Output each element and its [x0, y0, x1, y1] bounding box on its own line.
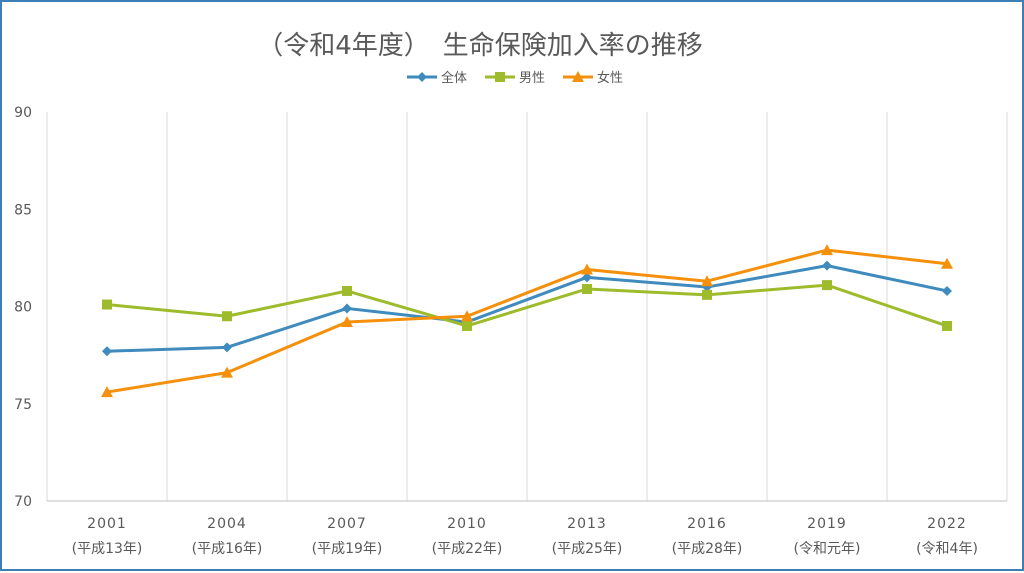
data-point [582, 272, 592, 283]
x-tick-sublabel: (平成19年) [312, 541, 383, 557]
legend-label: 女性 [597, 70, 623, 86]
x-tick-sublabel: (平成13年) [72, 541, 143, 557]
grid [46, 112, 1008, 502]
data-point [701, 275, 713, 287]
x-tick-label: 2013 [567, 516, 607, 532]
data-point [581, 263, 593, 275]
data-point [341, 316, 353, 328]
legend-marker [572, 71, 584, 82]
x-tick-label: 2004 [207, 516, 247, 532]
data-point [942, 320, 952, 331]
chart-title: （令和4年度） 生命保険加入率の推移 [257, 31, 703, 61]
y-tick-label: 75 [14, 397, 32, 413]
data-point [102, 346, 112, 357]
x-tick-sublabel: (平成16年) [192, 541, 263, 557]
data-point [221, 366, 233, 378]
x-tick-sublabel: (令和元年) [794, 541, 861, 557]
data-point [822, 280, 832, 291]
x-tick-sublabel: (平成22年) [432, 541, 503, 557]
x-tick-label: 2016 [687, 516, 727, 532]
legend-marker [495, 72, 505, 82]
y-tick-label: 80 [14, 300, 32, 316]
legend-marker [417, 72, 427, 82]
x-tick-label: 2001 [87, 516, 127, 532]
x-tick-sublabel: (平成25年) [552, 541, 623, 557]
y-tick-label: 90 [14, 105, 32, 121]
data-point [101, 386, 113, 398]
series-line-2 [106, 248, 948, 394]
series-line-1 [106, 283, 948, 328]
x-tick-label: 2019 [807, 516, 847, 532]
y-tick-label: 85 [14, 202, 32, 218]
x-axis: 2001 (平成13年) 2004 (平成16年) 2007 (平成19年) 2010 (平成… [72, 516, 978, 557]
data-point [941, 257, 953, 269]
series-line-0 [106, 264, 948, 353]
data-point [462, 320, 472, 331]
series-group [101, 244, 953, 398]
data-point [342, 285, 352, 296]
legend-label: 全体 [441, 70, 467, 86]
data-point [702, 289, 712, 300]
x-tick-sublabel: (令和4年) [916, 541, 978, 557]
x-tick-label: 2010 [447, 516, 487, 532]
data-point [582, 283, 592, 294]
data-point [222, 342, 232, 353]
data-point [222, 311, 232, 322]
data-point [942, 285, 952, 296]
data-point [822, 260, 832, 271]
data-point [342, 303, 352, 314]
x-tick-label: 2007 [327, 516, 367, 532]
y-tick-label: 70 [14, 494, 32, 510]
legend-label: 男性 [519, 71, 545, 86]
legend: 全体 男性 女性 [407, 70, 623, 86]
x-tick-sublabel: (平成28年) [672, 541, 743, 557]
data-point [461, 310, 473, 322]
x-tick-label: 2022 [927, 516, 967, 532]
data-point [821, 244, 833, 256]
y-axis: 70 75 80 85 90 [14, 105, 32, 510]
data-point [102, 299, 112, 310]
